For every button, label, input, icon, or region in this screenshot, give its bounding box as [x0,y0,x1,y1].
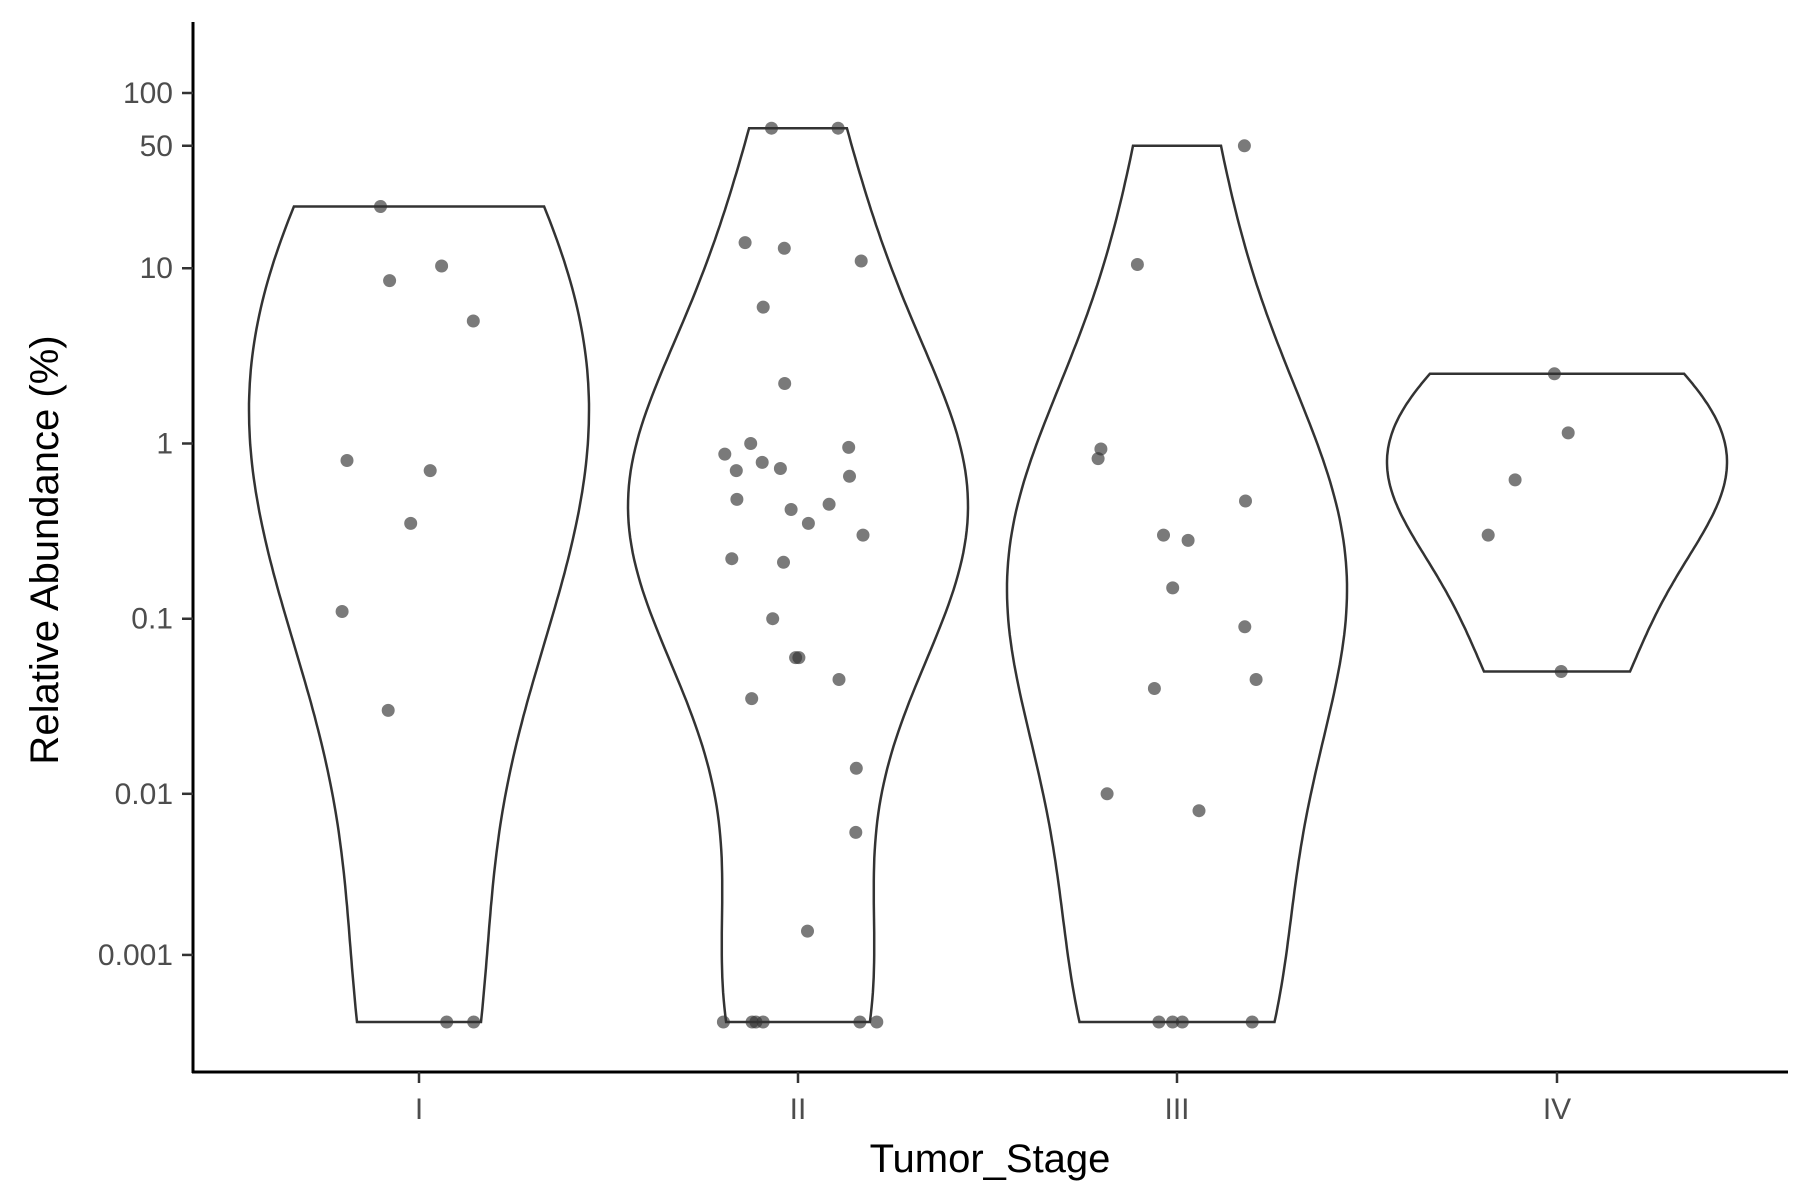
data-point [738,236,752,250]
data-point [784,503,798,516]
data-point [801,516,815,530]
data-point [440,1015,454,1029]
data-point [1152,1015,1166,1029]
violin-I [247,205,591,1024]
data-point [843,469,856,483]
data-point [756,300,770,314]
data-point [729,464,743,478]
data-point [766,612,780,626]
data-point [1175,1015,1189,1029]
data-point [1554,665,1568,678]
violin-II [626,126,970,1024]
y-axis-ticks: 0.001 0.01 0.1 1 10 50 100 [98,77,193,972]
data-point [423,464,437,478]
data-point [1147,682,1161,695]
data-point [777,555,790,569]
data-point [765,121,778,135]
y-tick-label: 0.01 [115,778,173,811]
y-tick-label: 50 [140,130,173,163]
data-point [1547,367,1561,381]
data-point [792,651,806,665]
data-point [718,447,732,461]
x-tick-label: I [415,1093,423,1126]
data-point [801,924,814,938]
data-point [849,825,863,839]
data-point [467,1015,481,1029]
data-point [1166,1015,1180,1029]
x-axis-title: Tumor_Stage [870,1137,1111,1181]
y-tick-label: 1 [156,427,173,460]
data-point [756,1015,770,1029]
data-point [1100,787,1114,801]
data-point [1239,494,1252,508]
data-point [755,455,769,469]
data-point [1508,473,1522,487]
x-tick-label: II [790,1093,807,1126]
x-tick-label: III [1164,1093,1189,1126]
data-point [832,673,846,686]
y-tick-label: 0.1 [131,603,173,636]
data-point [1481,528,1495,542]
y-tick-label: 10 [140,252,173,285]
data-point [725,552,739,566]
data-point [1166,581,1180,595]
data-point [870,1015,884,1029]
data-point [1181,533,1195,547]
data-point [849,761,863,775]
x-axis-ticks: I II III IV [415,1072,1571,1126]
y-tick-label: 0.001 [98,939,173,972]
x-tick-label: IV [1543,1093,1571,1126]
data-point [822,497,836,511]
data-point [773,462,787,475]
data-point [1157,528,1170,542]
data-point [1091,452,1105,466]
data-point [1245,1015,1259,1029]
data-point [383,274,397,288]
data-point [374,200,387,213]
data-point [716,1015,730,1029]
data-point [745,692,759,706]
data-point [745,1015,759,1029]
data-point [744,437,758,450]
data-point [730,492,744,506]
violin-IV [1385,372,1729,673]
data-point [1237,139,1251,153]
data-point [335,605,349,618]
data-point [778,377,792,390]
data-point [1249,673,1263,686]
data-point [404,516,418,530]
data-point [854,254,868,268]
violin-layer [247,126,1729,1024]
data-point [466,314,480,328]
data-point [856,528,870,542]
data-point [340,454,354,467]
point-layer [335,121,1575,1029]
data-point [1130,258,1144,271]
data-point [842,440,856,454]
y-axis-title: Relative Abundance (%) [23,335,67,764]
data-point [1238,620,1252,634]
data-point [381,703,395,717]
data-point [1192,804,1206,818]
data-point [777,241,791,255]
y-tick-label: 100 [123,77,173,110]
data-point [853,1015,867,1029]
data-point [435,259,449,273]
data-point [831,121,845,135]
data-point [1561,426,1575,440]
